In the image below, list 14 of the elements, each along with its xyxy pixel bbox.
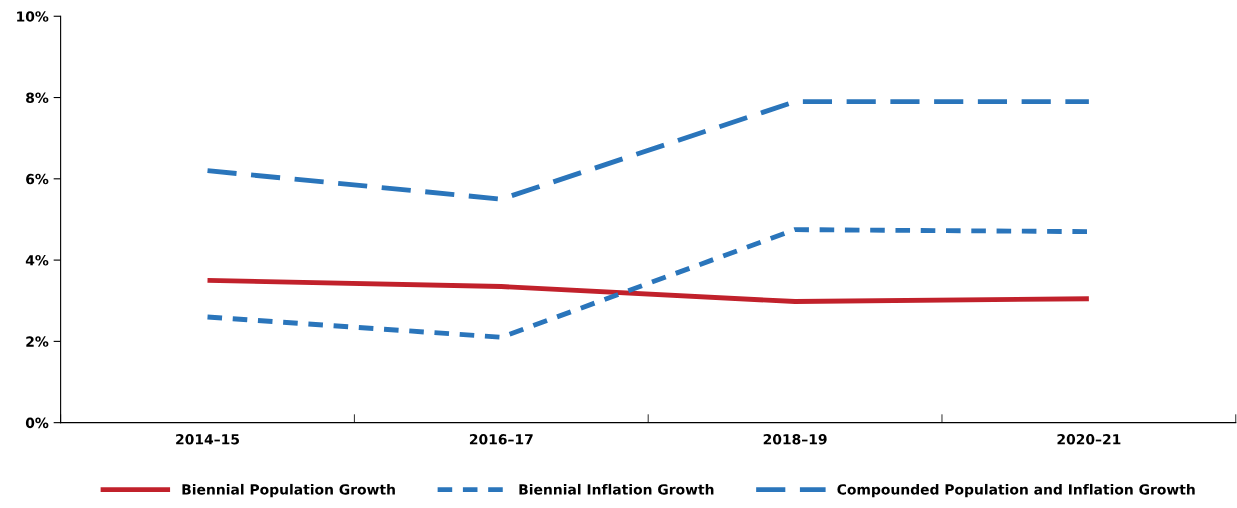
legend-label: Biennial Population Growth	[182, 483, 395, 498]
x-tick-label: 2018–19	[763, 434, 827, 445]
legend-label: Compounded Population and Inflation Growth	[837, 483, 1195, 498]
y-tick-label: 10%	[17, 11, 49, 22]
line-series	[205, 277, 1092, 304]
y-tick-label: 6%	[26, 173, 49, 185]
y-tick-label: 0%	[25, 417, 49, 429]
x-tick-label: 2014–15	[176, 434, 239, 445]
y-tick-label: 2%	[26, 336, 49, 347]
legend-label: Biennial Inflation Growth	[519, 483, 714, 495]
y-tick-label: 4%	[25, 255, 49, 266]
x-tick-label: 2016–17	[469, 434, 533, 445]
x-tick-label: 2020–21	[1057, 434, 1121, 445]
y-tick-label: 8%	[26, 92, 49, 104]
